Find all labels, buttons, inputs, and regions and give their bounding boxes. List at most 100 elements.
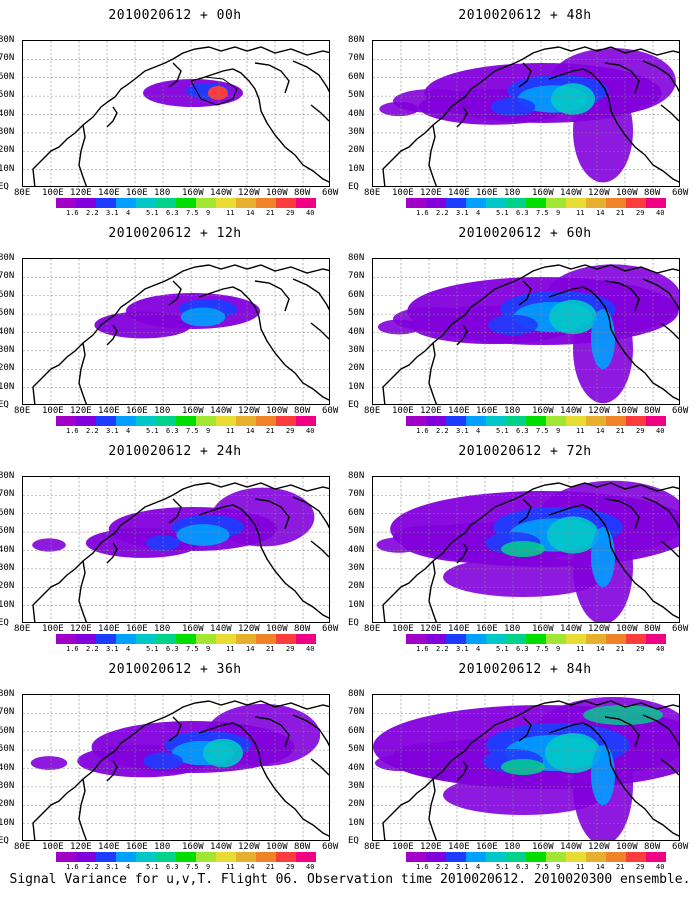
latitude-label: 60N bbox=[348, 725, 365, 736]
longitude-label: 140W bbox=[210, 406, 232, 416]
colorbar-label: 2.2 bbox=[436, 427, 449, 435]
longitude-label: 140E bbox=[448, 842, 470, 852]
colorbar-label: 7.5 bbox=[186, 427, 199, 435]
colorbar-swatch bbox=[626, 416, 646, 426]
latitude-label: EQ bbox=[348, 182, 359, 192]
colorbar-label: 5.1 bbox=[496, 645, 509, 653]
colorbar-label: 2.2 bbox=[436, 645, 449, 653]
colorbar-label: 29 bbox=[636, 427, 645, 435]
longitude-label: 80W bbox=[644, 842, 661, 852]
colorbar-label: 11 bbox=[576, 863, 585, 871]
colorbar-swatch bbox=[56, 416, 76, 426]
colorbar-swatch bbox=[136, 198, 156, 208]
colorbar-label: 11 bbox=[576, 209, 585, 217]
longitude-label: 160E bbox=[126, 624, 148, 634]
longitude-label: 80W bbox=[644, 188, 661, 198]
colorbar-label: 14 bbox=[596, 645, 605, 653]
longitude-label: 140E bbox=[98, 624, 120, 634]
colorbar-swatch bbox=[406, 416, 426, 426]
latitude-label: EQ bbox=[348, 400, 359, 410]
latitude-label: 80N bbox=[348, 689, 365, 699]
longitude-label: 60W bbox=[322, 624, 339, 634]
colorbar-swatch bbox=[406, 634, 426, 644]
map-panel: 2010020612 + 36h 80N 70N 60N 50N 40N 30N 20N 10N… bbox=[0, 654, 350, 879]
colorbar-swatch bbox=[276, 634, 296, 644]
colorbar-label: 1.6 bbox=[416, 427, 429, 435]
colorbar-swatch bbox=[506, 198, 526, 208]
longitude-label: 160E bbox=[126, 188, 148, 198]
colorbar-label: 21 bbox=[266, 427, 275, 435]
colorbar-swatch bbox=[76, 634, 96, 644]
colorbar-swatch bbox=[546, 198, 566, 208]
latitude-label: 50N bbox=[0, 90, 15, 101]
latitude-label: 20N bbox=[0, 799, 15, 810]
colorbar-swatch bbox=[216, 634, 236, 644]
map-panel: 2010020612 + 12h 80N 70N 60N 50N 40N 30N 20N 10N… bbox=[0, 218, 350, 443]
colorbar-label: 4 bbox=[476, 645, 481, 653]
latitude-label: 70N bbox=[348, 707, 365, 718]
latitude-label: 80N bbox=[0, 253, 15, 263]
colorbar-label: 1.6 bbox=[66, 427, 79, 435]
colorbar-label: 14 bbox=[596, 863, 605, 871]
colorbar-label: 3.1 bbox=[456, 427, 469, 435]
colorbar-swatch bbox=[116, 852, 136, 862]
colorbar-swatch bbox=[446, 852, 466, 862]
latitude-label: EQ bbox=[348, 836, 359, 846]
latitude-label: 10N bbox=[348, 381, 365, 392]
longitude-label: 160W bbox=[532, 842, 554, 852]
latitude-label: 30N bbox=[348, 562, 365, 573]
latitude-label: 50N bbox=[348, 744, 365, 755]
colorbar-label: 7.5 bbox=[536, 863, 549, 871]
colorbar-label: 40 bbox=[656, 863, 665, 871]
colorbar-swatch bbox=[426, 852, 446, 862]
longitude-label: 140E bbox=[98, 188, 120, 198]
colorbar-swatch bbox=[96, 198, 116, 208]
variance-map bbox=[372, 40, 680, 187]
longitude-label: 100W bbox=[266, 624, 288, 634]
colorbar-swatch bbox=[526, 634, 546, 644]
colorbar-label: 6.3 bbox=[166, 645, 179, 653]
map-panel: 2010020612 + 84h 80N 70N 60N 50N 40N 30N 20N 10N… bbox=[348, 654, 700, 879]
longitude-label: 100W bbox=[616, 624, 638, 634]
colorbar-swatch bbox=[116, 634, 136, 644]
colorbar-label: 29 bbox=[286, 863, 295, 871]
latitude-label: 60N bbox=[348, 71, 365, 82]
colorbar-label: 14 bbox=[246, 863, 255, 871]
latitude-label: 10N bbox=[0, 163, 15, 174]
longitude-label: 100E bbox=[392, 624, 414, 634]
longitude-label: 100E bbox=[392, 406, 414, 416]
longitude-label: 120E bbox=[70, 842, 92, 852]
map-canvas bbox=[373, 41, 679, 186]
longitude-label: 180 bbox=[154, 842, 171, 852]
colorbar-label: 4 bbox=[476, 427, 481, 435]
colorbar bbox=[406, 852, 666, 862]
colorbar-label: 6.3 bbox=[166, 863, 179, 871]
colorbar-label: 14 bbox=[246, 645, 255, 653]
latitude-label: 40N bbox=[348, 326, 365, 337]
colorbar-swatch bbox=[626, 634, 646, 644]
latitude-label: 30N bbox=[348, 126, 365, 137]
colorbar-label: 5.1 bbox=[146, 863, 159, 871]
longitude-label: 120E bbox=[420, 188, 442, 198]
colorbar-label: 4 bbox=[126, 427, 131, 435]
colorbar-swatch bbox=[526, 852, 546, 862]
colorbar-swatch bbox=[116, 198, 136, 208]
colorbar-swatch bbox=[96, 634, 116, 644]
colorbar-swatch bbox=[256, 198, 276, 208]
colorbar-label: 5.1 bbox=[146, 427, 159, 435]
colorbar-label: 11 bbox=[226, 863, 235, 871]
colorbar-swatch bbox=[606, 852, 626, 862]
colorbar-swatch bbox=[546, 634, 566, 644]
colorbar-swatch bbox=[176, 634, 196, 644]
map-canvas bbox=[23, 41, 329, 186]
longitude-label: 140E bbox=[448, 188, 470, 198]
longitude-label: 80E bbox=[14, 624, 31, 634]
colorbar-label: 14 bbox=[596, 427, 605, 435]
latitude-label: 60N bbox=[0, 289, 15, 300]
latitude-label: 40N bbox=[348, 762, 365, 773]
colorbar-swatch bbox=[296, 634, 316, 644]
colorbar-swatch bbox=[236, 852, 256, 862]
colorbar-label: 7.5 bbox=[536, 209, 549, 217]
colorbar-label: 6.3 bbox=[166, 427, 179, 435]
latitude-label: 70N bbox=[0, 271, 15, 282]
